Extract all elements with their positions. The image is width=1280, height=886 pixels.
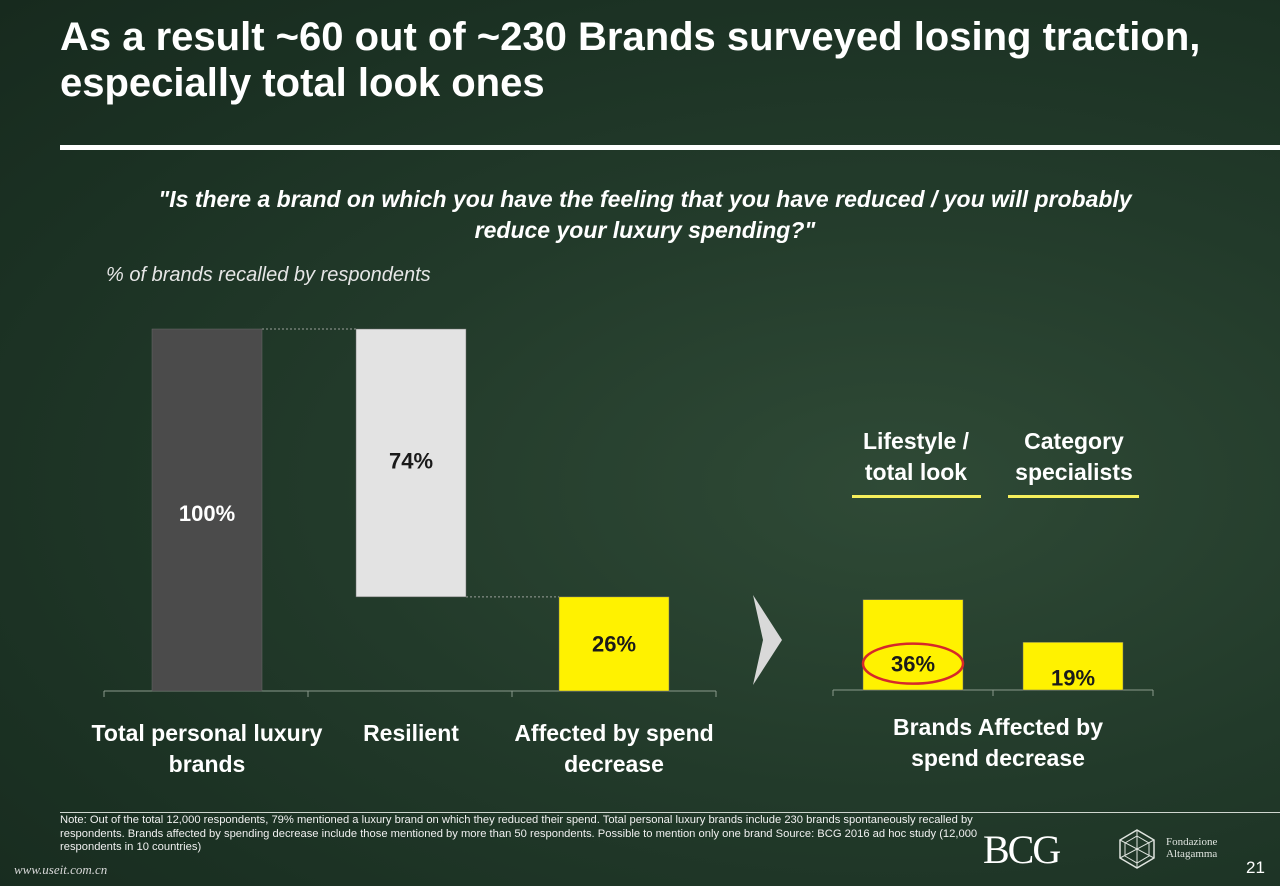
watermark: www.useit.com.cn [14,862,108,877]
category-label-total: Total personal luxury brands [91,720,323,777]
bar-specialists [1022,642,1124,691]
page-title: As a result ~60 out of ~230 Brands surve… [60,15,1201,105]
segment-underline-lifestyle [852,495,981,498]
chevron-right-icon [753,595,782,685]
page-number: 21 [1246,858,1265,877]
segment-underline-specialists [1008,495,1139,498]
foundation-logo-text: Fondazione Altagamma [1166,836,1218,860]
footnote: Note: Out of the total 12,000 respondent… [60,814,978,853]
data-label-total: 100% [179,501,235,526]
bar-resilient [355,328,467,598]
data-label-lifestyle: 36% [891,652,935,677]
unit-label: % of brands recalled by respondents [106,264,431,286]
group-label-affected: Brands Affected by spend decrease [892,714,1104,771]
title-divider [60,145,1280,150]
foundation-logo-icon [1119,829,1155,869]
footnote-divider [60,812,1280,813]
highlight-circle [861,642,965,685]
bar-affected [558,596,670,692]
bar-total [151,328,263,692]
segment-label-lifestyle: Lifestyle / total look [862,428,970,485]
data-label-specialists: 19% [1051,665,1095,690]
survey-question: "Is there a brand on which you have the … [158,186,1132,243]
category-label-resilient: Resilient [363,720,459,746]
segment-label-specialists: Category specialists [1015,428,1133,485]
data-label-resilient: 74% [389,448,433,473]
category-label-affected: Affected by spend decrease [514,720,714,777]
bcg-logo: BCG [983,827,1061,872]
data-label-affected: 26% [592,631,636,656]
